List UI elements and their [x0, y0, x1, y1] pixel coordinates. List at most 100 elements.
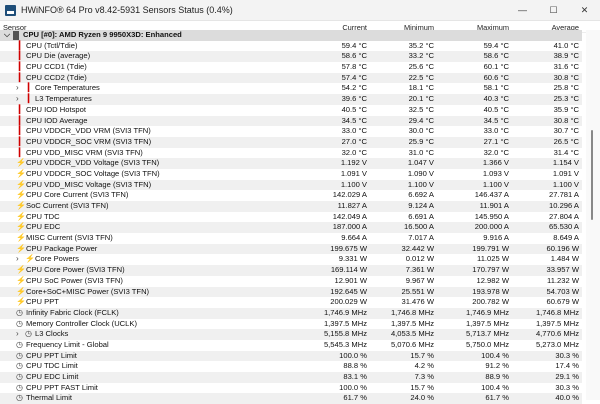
- minimum-value: 18.1 °C: [408, 83, 434, 93]
- sensor-row[interactable]: ┃ CPU IOD Average 34.5 °C 29.4 °C 34.5 °C…: [0, 115, 582, 127]
- sensor-row[interactable]: ◷ Memory Controller Clock (UCLK) 1,397.5 …: [0, 319, 582, 330]
- sensor-row[interactable]: ⚡ CPU VDDCR_VDD Voltage (SVI3 TFN) 1.192 …: [0, 158, 582, 169]
- current-value: 5,545.3 MHz: [323, 339, 367, 349]
- sensor-row[interactable]: ⚡ CPU SoC Power (SVI3 TFN) 12.901 W 9.967…: [0, 276, 582, 287]
- minimum-value: 7.361 W: [405, 265, 434, 275]
- sensor-name: CPU Core Current (SVI3 TFN): [26, 190, 129, 200]
- sensor-row[interactable]: ◷ Infinity Fabric Clock (FCLK) 1,746.9 MH…: [0, 307, 582, 319]
- sensor-row[interactable]: ⚡ SoC Current (SVI3 TFN) 11.827 A 9.124 A…: [0, 201, 582, 212]
- current-value: 32.0 °C: [341, 147, 367, 157]
- current-value: 192.645 W: [330, 286, 367, 296]
- sensor-row[interactable]: ┃ CPU VDD_MISC VRM (SVI3 TFN) 32.0 °C 31.…: [0, 148, 582, 159]
- sensor-row[interactable]: › ◷ L3 Clocks 5,155.8 MHz 4,053.5 MHz 5,71…: [0, 329, 582, 340]
- scrollbar-thumb[interactable]: [591, 130, 593, 220]
- sensor-row[interactable]: › ⚡ Core Powers 9.331 W 0.012 W 11.025 W 1…: [0, 254, 582, 265]
- sensor-row[interactable]: ⚡ CPU VDDCR_SOC Voltage (SVI3 TFN) 1.091 …: [0, 169, 582, 180]
- minimum-value: 30.0 °C: [408, 126, 434, 136]
- sensor-row[interactable]: ⚡ CPU Core Power (SVI3 TFN) 169.114 W 7.3…: [0, 265, 582, 276]
- expand-chevron-icon[interactable]: ›: [16, 94, 19, 104]
- current-value: 39.6 °C: [341, 94, 367, 104]
- sensor-row[interactable]: ⚡ CPU Package Power 199.675 W 32.442 W 19…: [0, 243, 582, 255]
- sensor-row[interactable]: ◷ Frequency Limit - Global 5,545.3 MHz 5,…: [0, 340, 582, 351]
- sensor-row[interactable]: ⚡ CPU EDC 187.000 A 16.500 A 200.000 A 65…: [0, 222, 582, 234]
- sensor-group-cpu[interactable]: ⌵ CPU [#0]: AMD Ryzen 9 9950X3D: Enhance…: [0, 30, 582, 41]
- average-value: 1.484 W: [550, 254, 579, 264]
- sensor-row[interactable]: ┃ CPU (Tctl/Tdie) 59.4 °C 35.2 °C 59.4 °C…: [0, 41, 582, 52]
- sensor-row[interactable]: ⚡ MISC Current (SVI3 TFN) 9.664 A 7.017 A…: [0, 233, 582, 244]
- sensor-row[interactable]: ⚡ CPU Core Current (SVI3 TFN) 142.029 A 6…: [0, 190, 582, 201]
- current-value: 9.331 W: [338, 254, 367, 264]
- sensor-name: CPU IOD Average: [26, 115, 88, 125]
- hwinfo-app-icon: [5, 4, 16, 16]
- expand-chevron-icon[interactable]: ›: [16, 83, 19, 93]
- thermometer-icon: ┃: [17, 115, 22, 125]
- minimum-value: 5,070.6 MHz: [390, 339, 434, 349]
- minimum-value: 1.100 V: [407, 179, 434, 189]
- sensor-row[interactable]: ┃ CPU CCD1 (Tdie) 57.8 °C 25.6 °C 60.1 °C…: [0, 62, 582, 73]
- maximum-value: 59.4 °C: [483, 40, 509, 50]
- lightning-bolt-icon: ⚡: [25, 254, 35, 264]
- minimum-value: 22.5 °C: [408, 72, 434, 82]
- minimum-value: 9.124 A: [408, 201, 434, 210]
- average-value: 1,397.5 MHz: [535, 318, 579, 328]
- title-bar: HWiNFO® 64 Pro v8.42-5931 Sensors Status…: [0, 0, 600, 21]
- sensor-row[interactable]: ⚡ CPU PPT 200.029 W 31.476 W 200.782 W 60…: [0, 297, 582, 308]
- current-value: 58.6 °C: [341, 51, 367, 61]
- column-minimum[interactable]: Minimum: [404, 23, 434, 32]
- maximize-button[interactable]: ☐: [549, 4, 558, 15]
- sensor-row[interactable]: › ┃ L3 Temperatures 39.6 °C 20.1 °C 40.3 °…: [0, 94, 582, 105]
- thermometer-icon: ┃: [17, 147, 22, 157]
- minimum-value: 20.1 °C: [408, 94, 434, 104]
- current-value: 100.0 %: [339, 382, 367, 392]
- column-current[interactable]: Current: [342, 23, 367, 32]
- sensor-row[interactable]: ◷ CPU TDC Limit 88.8 % 4.2 % 91.2 % 17.4 …: [0, 361, 582, 372]
- sensor-row[interactable]: ┃ CPU IOD Hotspot 40.5 °C 32.5 °C 40.5 °C…: [0, 105, 582, 116]
- close-button[interactable]: ✕: [580, 4, 589, 15]
- average-value: 8.649 A: [553, 233, 579, 243]
- maximum-value: 9.916 A: [483, 233, 509, 243]
- sensor-name: CPU IOD Hotspot: [26, 104, 86, 114]
- maximum-value: 199.791 W: [472, 243, 509, 253]
- column-average[interactable]: Average: [551, 23, 579, 32]
- sensor-row[interactable]: ┃ CPU VDDCR_VDD VRM (SVI3 TFN) 33.0 °C 30…: [0, 126, 582, 137]
- column-maximum[interactable]: Maximum: [476, 23, 509, 32]
- minimize-button[interactable]: —: [518, 4, 527, 15]
- sensor-row[interactable]: ⚡ CPU VDD_MISC Voltage (SVI3 TFN) 1.100 V…: [0, 179, 582, 191]
- sensor-row[interactable]: ◷ CPU PPT Limit 100.0 % 15.7 % 100.4 % 30…: [0, 350, 582, 362]
- sensor-row[interactable]: ┃ CPU CCD2 (Tdie) 57.4 °C 22.5 °C 60.6 °C…: [0, 72, 582, 84]
- thermometer-icon: ┃: [17, 40, 22, 50]
- sensor-row[interactable]: ◷ CPU EDC Limit 83.1 % 7.3 % 88.9 % 29.1 …: [0, 372, 582, 383]
- sensor-row[interactable]: ◷ Thermal Limit 61.7 % 24.0 % 61.7 % 40.0…: [0, 393, 582, 404]
- thermometer-icon: ┃: [17, 62, 22, 72]
- clock-icon: ◷: [25, 329, 32, 339]
- lightning-bolt-icon: ⚡: [16, 222, 26, 232]
- minimum-value: 1.090 V: [407, 168, 434, 178]
- expand-chevron-icon[interactable]: ›: [16, 329, 19, 339]
- minimum-value: 31.476 W: [401, 297, 434, 307]
- sensor-row[interactable]: ⚡ Core+SoC+MISC Power (SVI3 TFN) 192.645 …: [0, 286, 582, 298]
- maximum-value: 100.4 %: [481, 382, 509, 392]
- average-value: 41.0 °C: [553, 40, 579, 50]
- lightning-bolt-icon: ⚡: [16, 168, 26, 178]
- expand-chevron-icon[interactable]: ›: [16, 254, 19, 264]
- sensor-row[interactable]: ┃ CPU Die (average) 58.6 °C 33.2 °C 58.6 …: [0, 51, 582, 63]
- maximum-value: 60.1 °C: [483, 62, 509, 72]
- current-value: 88.8 %: [343, 361, 367, 371]
- minimum-value: 16.500 A: [404, 222, 434, 232]
- sensor-row[interactable]: ┃ CPU VDDCR_SOC VRM (SVI3 TFN) 27.0 °C 25…: [0, 136, 582, 148]
- sensor-row[interactable]: ◷ CPU PPT FAST Limit 100.0 % 15.7 % 100.4…: [0, 383, 582, 394]
- collapse-chevron-icon[interactable]: ⌵: [4, 30, 11, 39]
- current-value: 12.901 W: [334, 275, 367, 285]
- minimum-value: 32.5 °C: [408, 104, 434, 114]
- minimum-value: 9.967 W: [405, 275, 434, 285]
- lightning-bolt-icon: ⚡: [16, 265, 26, 275]
- minimum-value: 15.7 %: [410, 382, 434, 392]
- thermometer-icon: ┃: [17, 51, 22, 61]
- maximum-value: 33.0 °C: [483, 126, 509, 136]
- column-sensor[interactable]: Sensor: [3, 23, 27, 32]
- sensor-row[interactable]: ⚡ CPU TDC 142.049 A 6.691 A 145.950 A 27.…: [0, 212, 582, 223]
- vertical-scrollbar[interactable]: [586, 30, 600, 400]
- sensor-row[interactable]: › ┃ Core Temperatures 54.2 °C 18.1 °C 58.1…: [0, 83, 582, 94]
- sensor-name: CPU CCD2 (Tdie): [26, 72, 87, 82]
- minimum-value: 4.2 %: [414, 361, 434, 371]
